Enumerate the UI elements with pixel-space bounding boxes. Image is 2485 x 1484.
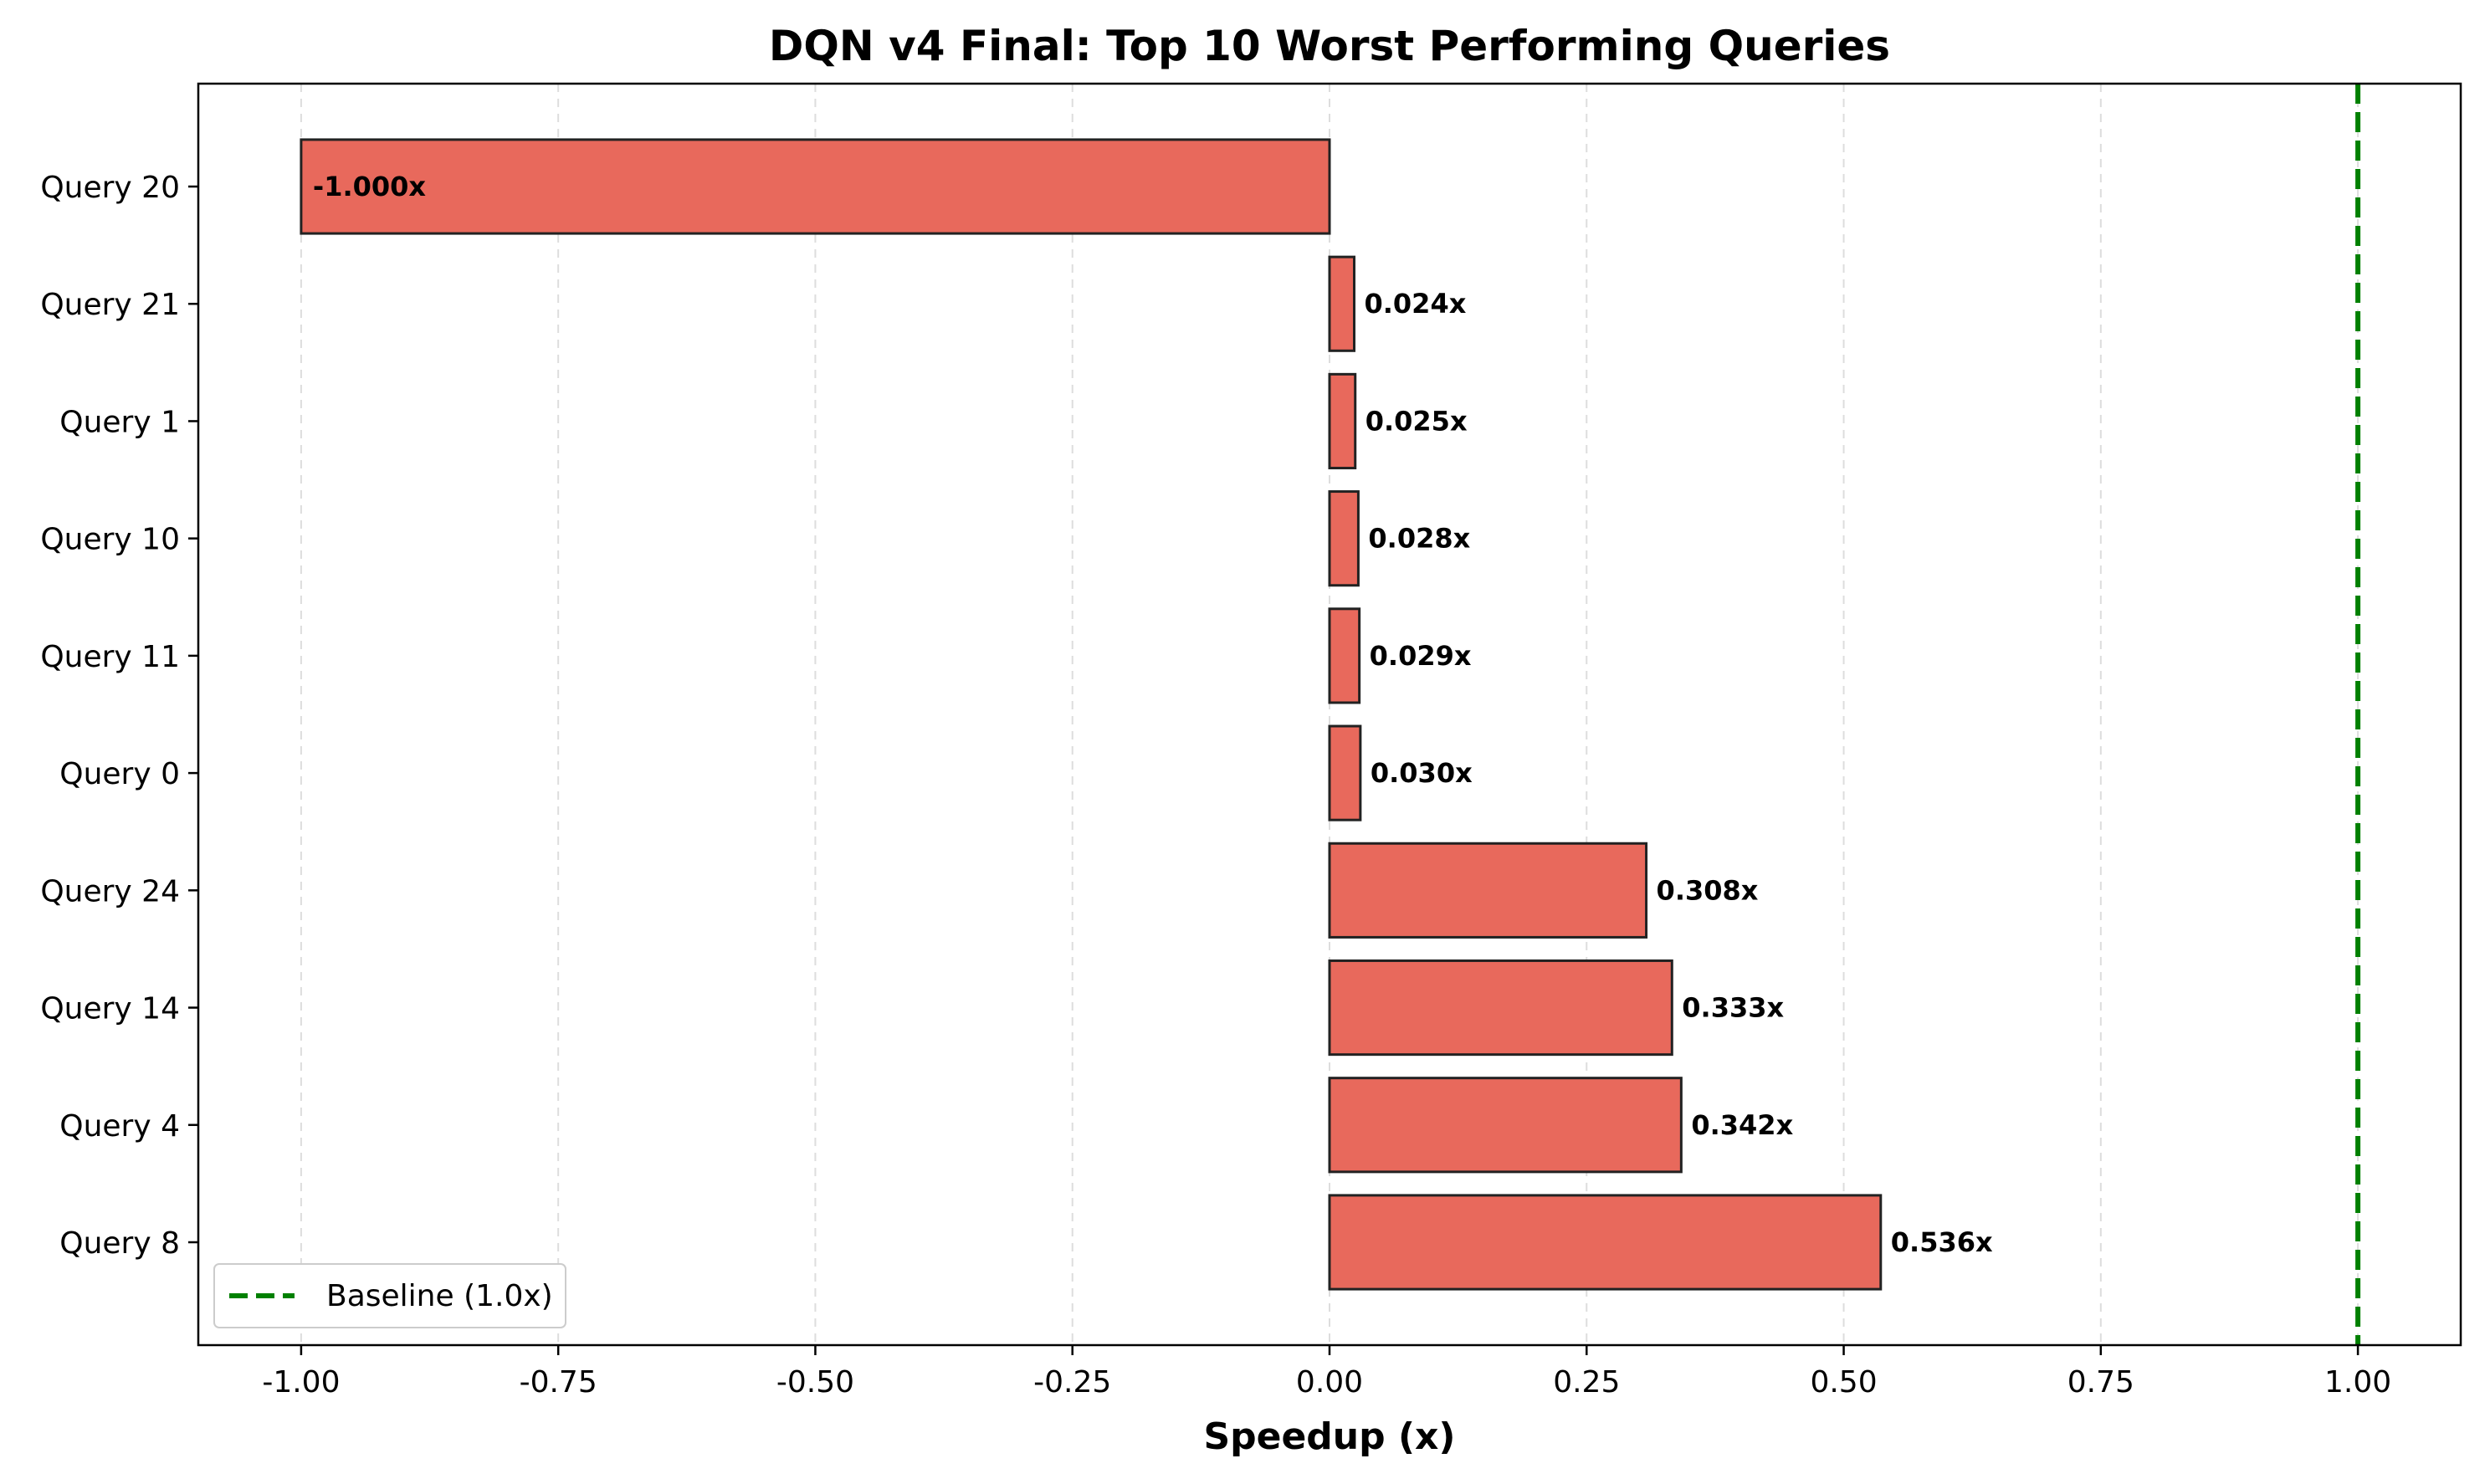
bar — [300, 138, 1331, 235]
bars-layer — [300, 138, 1883, 1291]
x-ticks: -1.00 -0.75 -0.50 -0.25 0.00 0.25 0.50 0.75 1.00 — [262, 1345, 2391, 1400]
y-tick-label: Query 24 — [40, 874, 180, 908]
bar-value-label: 0.029x — [1370, 640, 1472, 672]
x-tick-label: 0.00 — [1296, 1365, 1363, 1400]
bar — [1328, 1194, 1883, 1291]
y-tick-label: Query 20 — [40, 171, 180, 205]
bar — [1328, 842, 1648, 939]
x-tick-label: -0.50 — [776, 1365, 854, 1400]
y-tick-label: Query 11 — [40, 640, 180, 674]
bar-value-label: 0.333x — [1682, 992, 1784, 1024]
bar-value-label: 0.536x — [1891, 1226, 1993, 1258]
bar — [1328, 255, 1355, 352]
legend-label-baseline: Baseline (1.0x) — [326, 1279, 553, 1313]
y-tick-label: Query 0 — [59, 757, 180, 791]
y-tick-label: Query 8 — [59, 1226, 180, 1261]
bar-value-label: 0.028x — [1368, 523, 1470, 555]
legend: Baseline (1.0x) — [213, 1263, 566, 1328]
x-tick-label: 0.50 — [1810, 1365, 1877, 1400]
y-ticks: Query 20 Query 21 Query 1 Query 10 Query 11 Q… — [40, 171, 198, 1261]
bar — [1328, 372, 1357, 470]
data-labels: -1.000x 0.024x 0.025x 0.028x 0.029x 0.030x 0.3… — [313, 171, 1993, 1258]
bar — [1328, 490, 1360, 587]
bar-value-label: -1.000x — [313, 171, 427, 202]
y-tick-label: Query 14 — [40, 992, 180, 1026]
bar-value-label: 0.025x — [1365, 405, 1468, 437]
bar-value-label: 0.030x — [1371, 757, 1473, 789]
y-tick-label: Query 4 — [59, 1109, 180, 1144]
bar-value-label: 0.308x — [1657, 874, 1759, 906]
bar-value-label: 0.024x — [1364, 288, 1466, 320]
x-tick-label: 1.00 — [2324, 1365, 2391, 1400]
x-tick-label: -0.75 — [520, 1365, 597, 1400]
bar — [1328, 1077, 1683, 1174]
x-tick-label: -0.25 — [1033, 1365, 1111, 1400]
y-tick-label: Query 21 — [40, 288, 180, 322]
x-axis-label: Speedup (x) — [1203, 1415, 1455, 1458]
legend-box — [213, 1263, 566, 1328]
bar-value-label: 0.342x — [1691, 1109, 1793, 1141]
x-tick-label: 0.75 — [2067, 1365, 2134, 1400]
bar — [1328, 607, 1361, 704]
chart-title: DQN v4 Final: Top 10 Worst Performing Qu… — [769, 22, 1890, 70]
y-tick-label: Query 1 — [59, 405, 180, 439]
bar — [1328, 724, 1362, 821]
bar — [1328, 959, 1673, 1057]
x-tick-label: -1.00 — [262, 1365, 340, 1400]
y-tick-label: Query 10 — [40, 523, 180, 557]
x-tick-label: 0.25 — [1553, 1365, 1620, 1400]
